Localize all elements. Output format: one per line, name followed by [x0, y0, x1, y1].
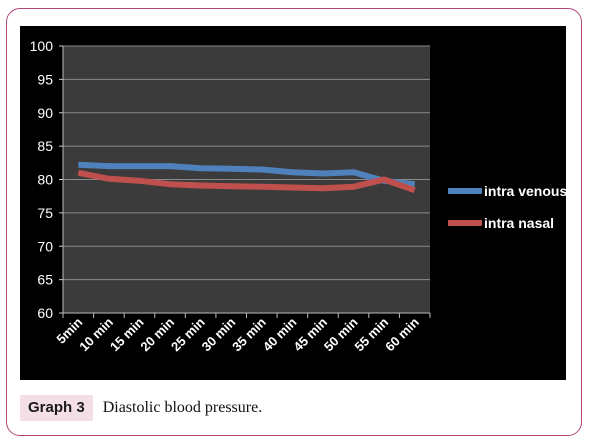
x-tick-label: 40 min	[260, 314, 300, 354]
caption-label: Graph 3	[20, 395, 93, 421]
figure-caption: Graph 3 Diastolic blood pressure.	[20, 394, 262, 422]
y-tick-label: 60	[37, 305, 53, 321]
y-tick-label: 90	[37, 105, 53, 121]
y-tick-label: 100	[30, 38, 54, 54]
y-tick-label: 65	[37, 272, 53, 288]
chart-panel: 60 65 70 75 80 85 90 95 100 5min 10 min 15 min 20 mi…	[20, 26, 566, 380]
x-tick-label: 30 min	[199, 314, 239, 354]
x-tick-label: 20 min	[137, 314, 177, 354]
y-tick-label: 95	[37, 71, 53, 87]
series-line-0	[78, 161, 416, 188]
x-tick-label: 60 min	[382, 314, 422, 354]
x-tick-label: 25 min	[168, 314, 208, 354]
x-tick-label: 15 min	[107, 314, 147, 354]
x-tick-label: 45 min	[290, 314, 330, 354]
x-tick-label: 35 min	[229, 314, 269, 354]
x-tick-label: 55 min	[352, 314, 392, 354]
y-tick-label: 75	[37, 205, 53, 221]
y-tick-label: 85	[37, 138, 53, 154]
x-tick-label: 10 min	[76, 314, 116, 354]
caption-text: Diastolic blood pressure.	[102, 399, 263, 416]
y-tick-label: 70	[37, 238, 53, 254]
series-line-1	[77, 169, 416, 194]
legend-label-1: intra nasal	[484, 215, 554, 231]
x-tick-label: 50 min	[321, 314, 361, 354]
legend-label-0: intra venous	[484, 183, 566, 199]
y-tick-label: 80	[37, 172, 53, 188]
